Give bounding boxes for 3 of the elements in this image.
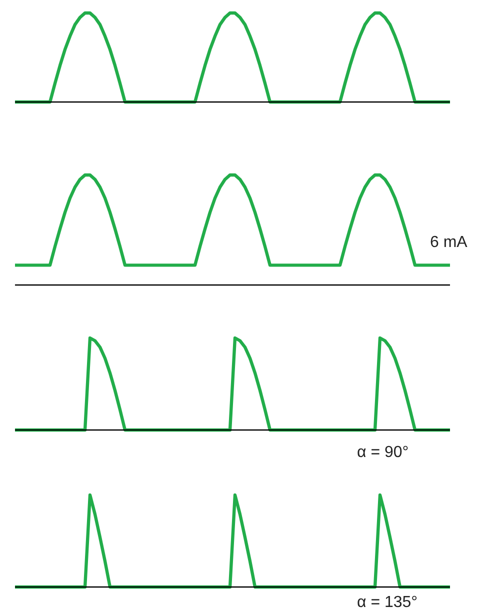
text: α = 135° <box>357 593 418 613</box>
text: α = 90° <box>357 443 409 463</box>
annotation: 6 mA <box>430 233 468 253</box>
